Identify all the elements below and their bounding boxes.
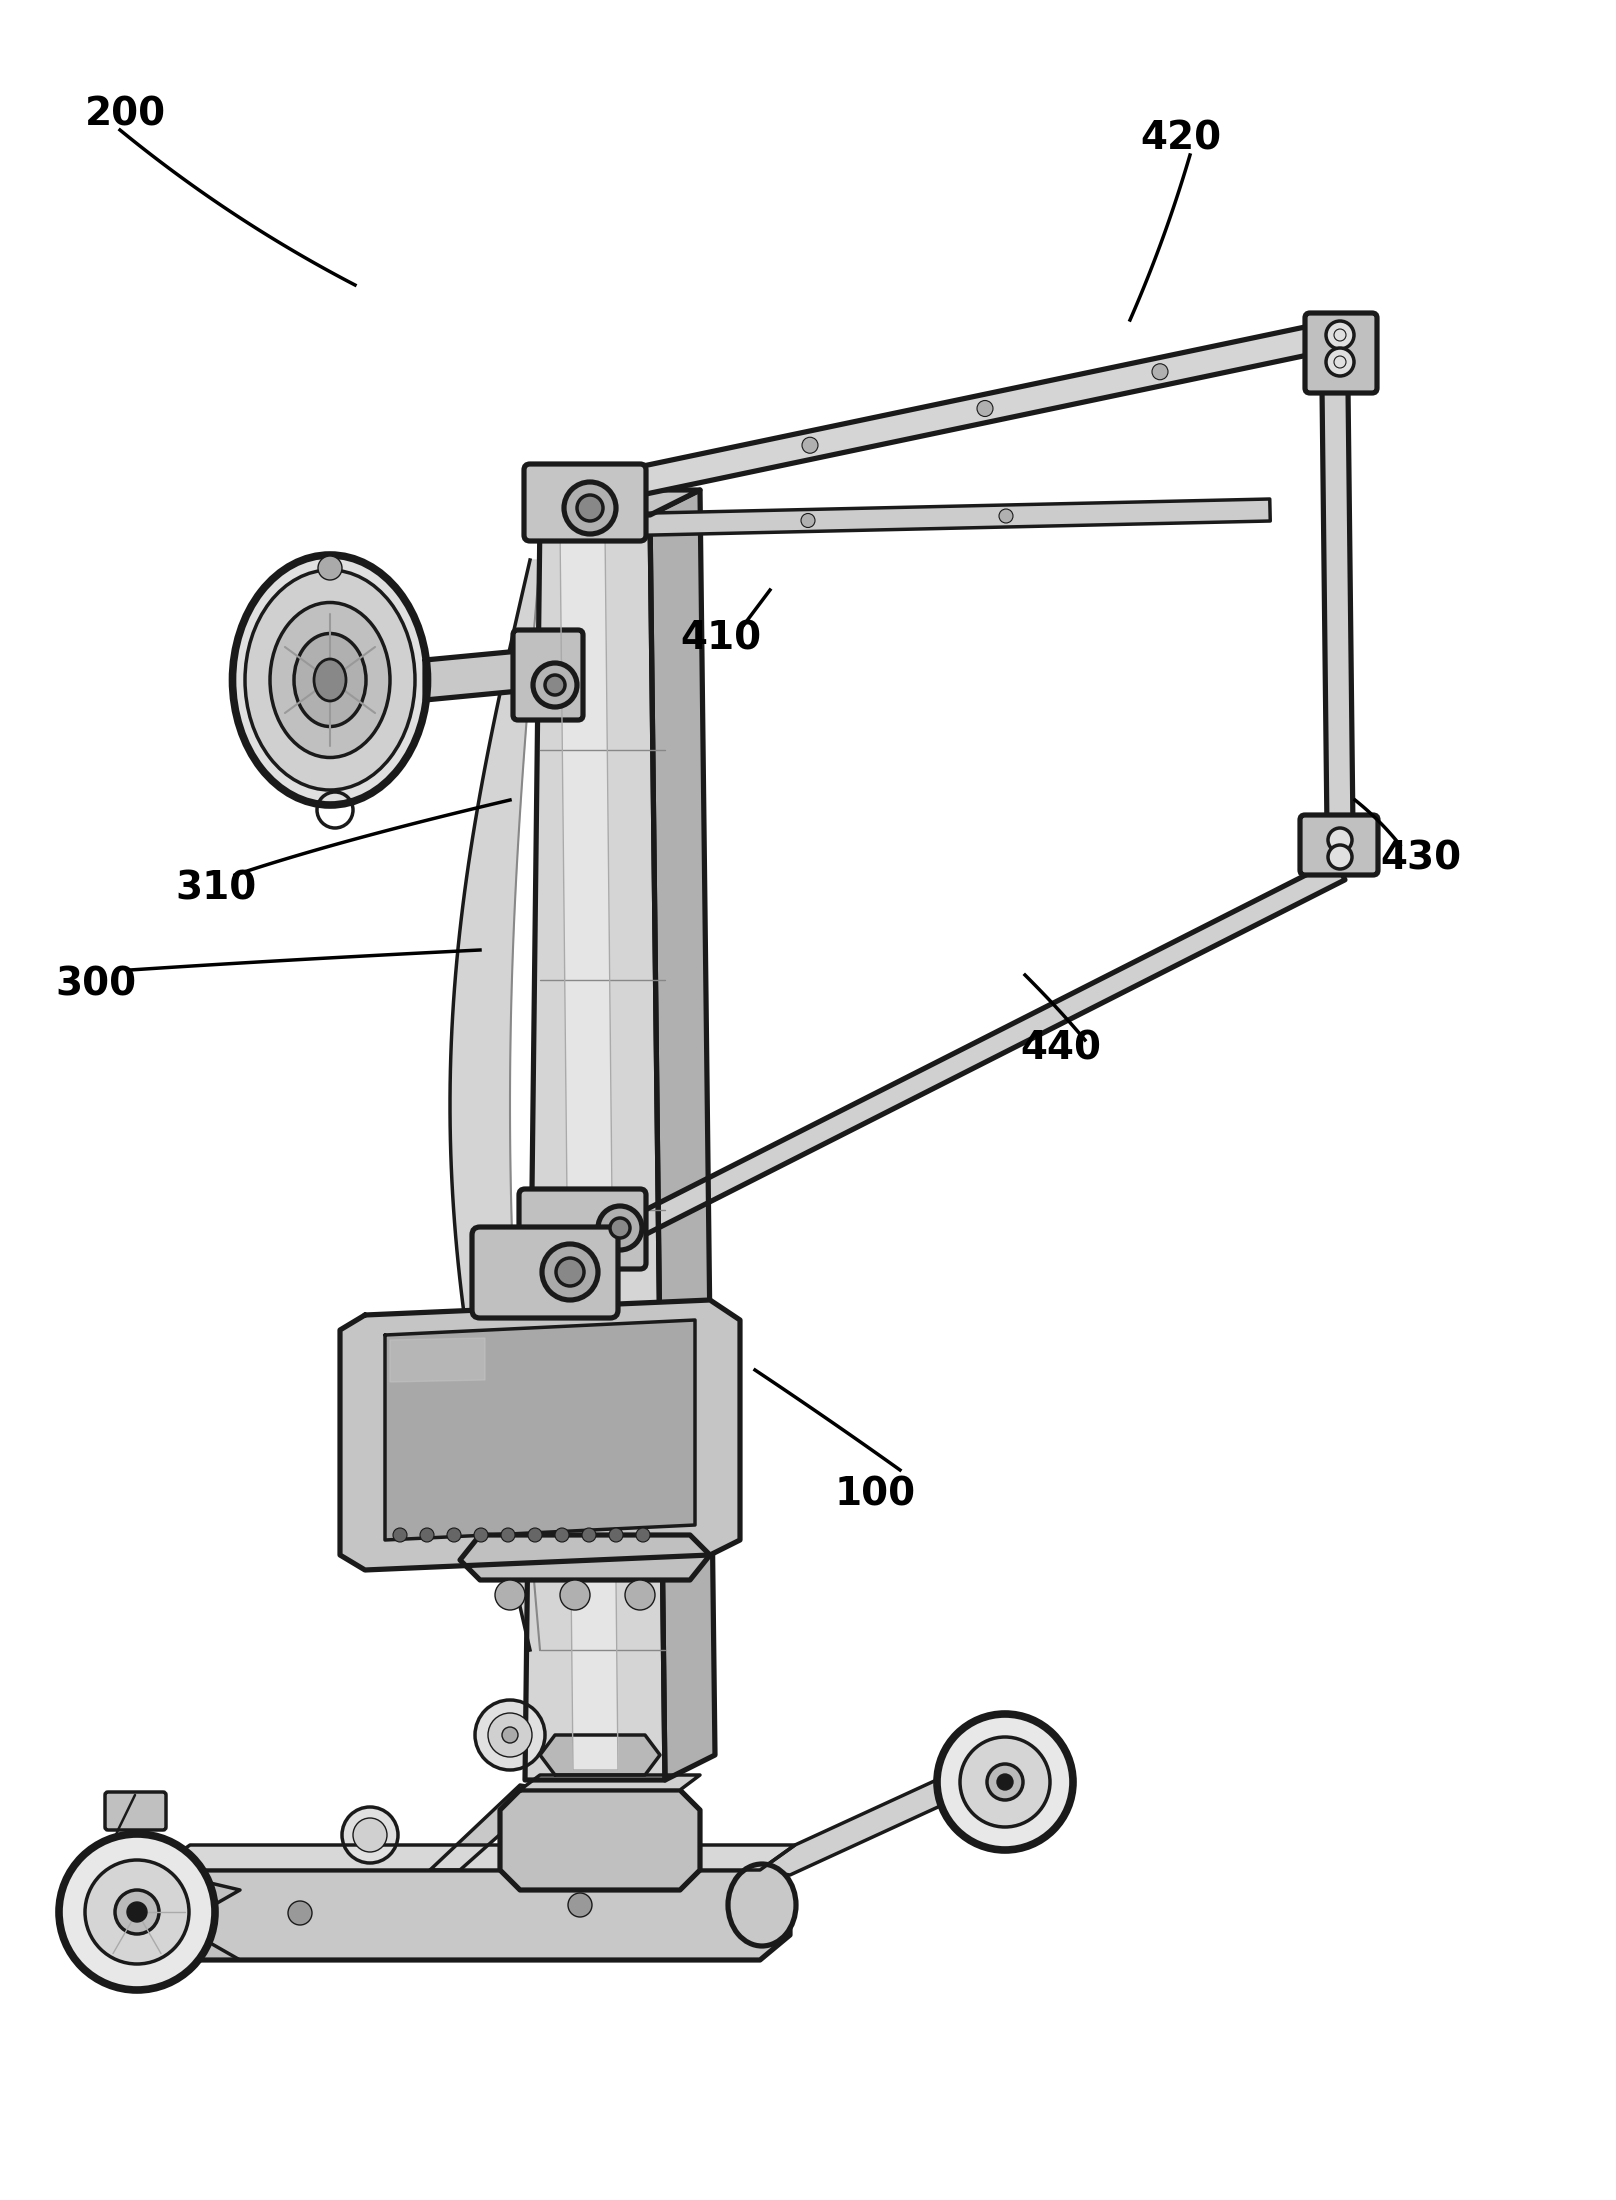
Text: 310: 310 <box>175 869 257 909</box>
Circle shape <box>503 1727 519 1742</box>
Circle shape <box>393 1529 407 1542</box>
Ellipse shape <box>270 603 389 757</box>
Polygon shape <box>449 561 540 1650</box>
Polygon shape <box>540 1736 659 1775</box>
Text: 300: 300 <box>55 966 136 1003</box>
Circle shape <box>352 1817 386 1852</box>
Polygon shape <box>120 1870 241 1960</box>
Ellipse shape <box>246 570 415 790</box>
Polygon shape <box>385 1320 695 1540</box>
Circle shape <box>541 1243 598 1300</box>
Circle shape <box>937 1714 1073 1850</box>
Polygon shape <box>561 530 617 1771</box>
Polygon shape <box>525 515 666 1780</box>
Polygon shape <box>430 1784 549 1870</box>
Polygon shape <box>1322 387 1353 829</box>
Circle shape <box>1152 363 1168 381</box>
Circle shape <box>420 1529 435 1542</box>
Circle shape <box>1327 321 1354 350</box>
Text: 100: 100 <box>835 1474 916 1514</box>
Circle shape <box>561 1580 590 1610</box>
Circle shape <box>128 1903 147 1923</box>
Circle shape <box>475 1701 545 1771</box>
Polygon shape <box>120 1870 790 1960</box>
Polygon shape <box>609 499 1270 537</box>
FancyBboxPatch shape <box>524 464 646 541</box>
Text: 440: 440 <box>1020 1030 1100 1067</box>
Circle shape <box>567 1892 591 1916</box>
Polygon shape <box>339 1300 740 1571</box>
Circle shape <box>1328 845 1353 869</box>
Circle shape <box>488 1714 532 1758</box>
Polygon shape <box>760 1760 1010 1874</box>
Circle shape <box>533 662 577 706</box>
Circle shape <box>318 557 343 581</box>
Polygon shape <box>520 1775 700 1791</box>
Polygon shape <box>461 1536 709 1580</box>
Text: 200: 200 <box>86 95 166 132</box>
Polygon shape <box>632 321 1338 495</box>
Circle shape <box>528 1529 541 1542</box>
Circle shape <box>978 400 992 416</box>
Circle shape <box>343 1806 398 1863</box>
Circle shape <box>545 675 566 695</box>
FancyBboxPatch shape <box>512 629 583 719</box>
Ellipse shape <box>233 554 428 805</box>
Circle shape <box>86 1859 189 1965</box>
Circle shape <box>802 438 818 453</box>
Polygon shape <box>650 491 714 1780</box>
Ellipse shape <box>118 1868 192 1958</box>
Ellipse shape <box>727 1863 797 1947</box>
Ellipse shape <box>294 634 365 726</box>
Ellipse shape <box>314 660 346 702</box>
Polygon shape <box>625 860 1345 1241</box>
Circle shape <box>987 1764 1023 1800</box>
Circle shape <box>802 513 814 528</box>
Circle shape <box>637 1529 650 1542</box>
Text: 430: 430 <box>1380 840 1461 878</box>
Circle shape <box>501 1529 516 1542</box>
Circle shape <box>582 1529 596 1542</box>
FancyBboxPatch shape <box>1299 814 1378 876</box>
FancyBboxPatch shape <box>472 1228 617 1318</box>
Circle shape <box>494 1580 525 1610</box>
Circle shape <box>609 1529 624 1542</box>
Circle shape <box>999 508 1013 524</box>
Polygon shape <box>525 491 700 515</box>
Circle shape <box>288 1901 312 1925</box>
Circle shape <box>609 1219 630 1239</box>
Polygon shape <box>499 1791 700 1890</box>
Circle shape <box>564 482 616 535</box>
Text: 420: 420 <box>1139 121 1222 158</box>
Polygon shape <box>155 1846 795 1870</box>
Circle shape <box>60 1835 215 1991</box>
Circle shape <box>1328 827 1353 851</box>
Circle shape <box>997 1773 1013 1791</box>
Circle shape <box>556 1258 583 1287</box>
Circle shape <box>554 1529 569 1542</box>
Circle shape <box>473 1529 488 1542</box>
FancyBboxPatch shape <box>1306 312 1377 394</box>
FancyBboxPatch shape <box>105 1793 166 1830</box>
Circle shape <box>115 1890 158 1934</box>
Circle shape <box>598 1206 642 1250</box>
Polygon shape <box>425 649 530 700</box>
Circle shape <box>1327 348 1354 376</box>
FancyBboxPatch shape <box>519 1188 646 1269</box>
Circle shape <box>448 1529 461 1542</box>
Circle shape <box>577 495 603 521</box>
Text: 410: 410 <box>680 620 761 658</box>
Polygon shape <box>389 1338 485 1382</box>
Circle shape <box>960 1738 1050 1826</box>
Circle shape <box>625 1580 654 1610</box>
